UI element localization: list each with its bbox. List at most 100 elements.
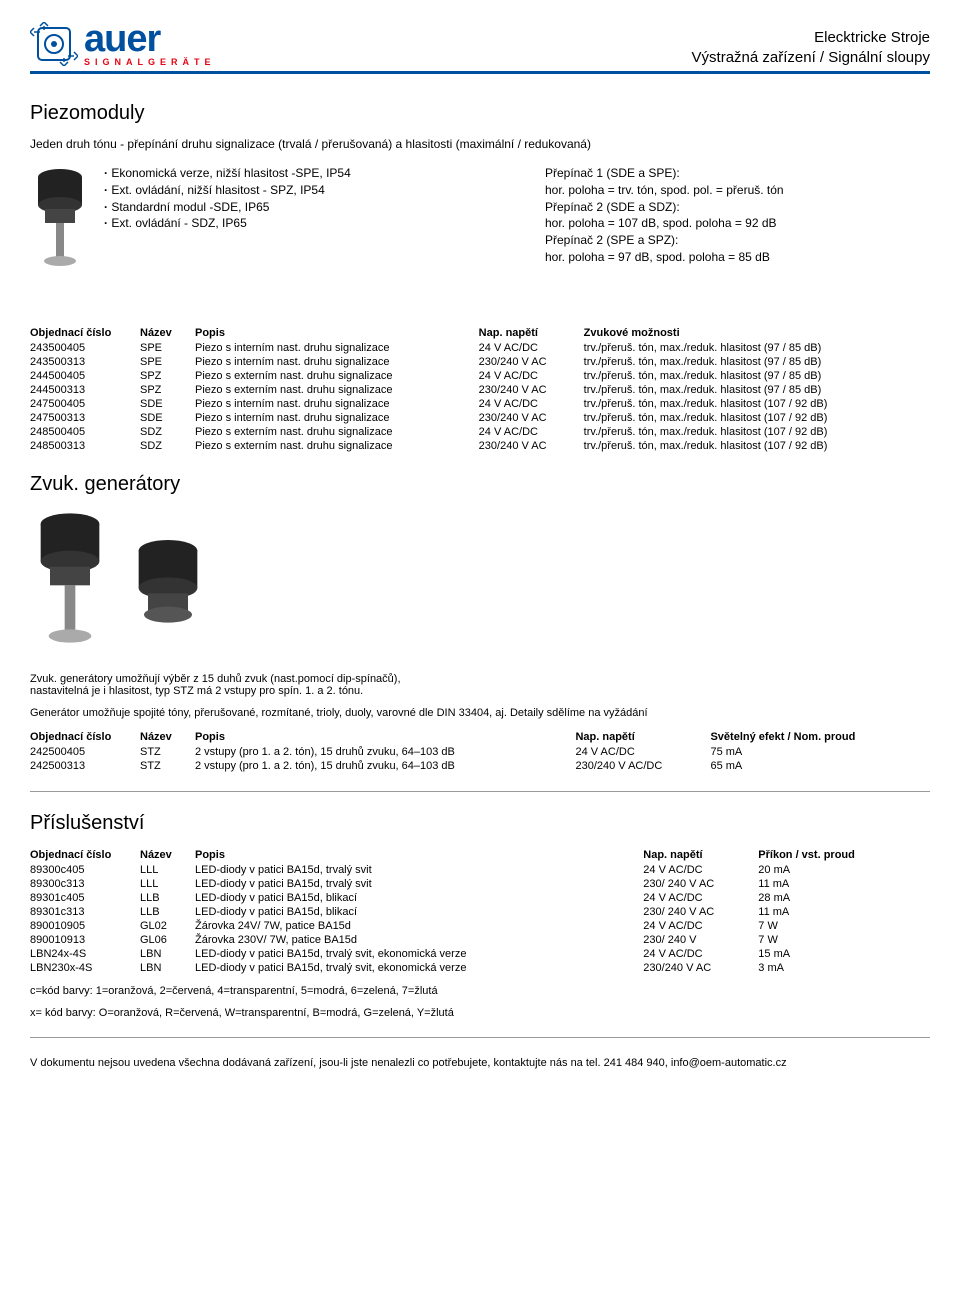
table-cell: Piezo s externím nast. druhu signalizace (195, 369, 479, 383)
table-cell: trv./přeruš. tón, max./reduk. hlasitost … (584, 355, 930, 369)
table-row: 89301c313LLBLED-diody v patici BA15d, bl… (30, 905, 930, 919)
table-cell: trv./přeruš. tón, max./reduk. hlasitost … (584, 411, 930, 425)
table-cell: LLB (140, 905, 195, 919)
table-cell: 230/240 V AC (479, 355, 584, 369)
table-cell: 11 mA (758, 905, 930, 919)
logo: auer SIGNALGERÄTE (30, 20, 216, 67)
table-cell: SDZ (140, 425, 195, 439)
table-row: 248500405SDZPiezo s externím nast. druhu… (30, 425, 930, 439)
switch-line: hor. poloha = 97 dB, spod. poloha = 85 d… (545, 249, 930, 266)
piezo-title: Piezomoduly (30, 102, 930, 125)
table-cell: SPZ (140, 383, 195, 397)
table-cell: 24 V AC/DC (575, 745, 710, 759)
table-row: 244500405SPZPiezo s externím nast. druhu… (30, 369, 930, 383)
table-cell: trv./přeruš. tón, max./reduk. hlasitost … (584, 383, 930, 397)
generators-table: Objednací čísloNázevPopisNap. napětíSvět… (30, 729, 930, 773)
table-row: 89300c313LLLLED-diody v patici BA15d, tr… (30, 877, 930, 891)
table-row: 247500405SDEPiezo s interním nast. druhu… (30, 397, 930, 411)
table-cell: Piezo s externím nast. druhu signalizace (195, 439, 479, 453)
table-cell: Piezo s interním nast. druhu signalizace (195, 397, 479, 411)
table-row: 89301c405LLBLED-diody v patici BA15d, bl… (30, 891, 930, 905)
logo-sub-text: SIGNALGERÄTE (84, 58, 216, 67)
table-cell: 244500405 (30, 369, 140, 383)
table-cell: LBN230x-4S (30, 961, 140, 975)
col-header: Světelný efekt / Nom. proud (710, 729, 930, 745)
piezo-switch-info: Přepínač 1 (SDE a SPE):hor. poloha = trv… (545, 165, 930, 275)
accessories-title: Příslušenství (30, 812, 930, 835)
col-header: Objednací číslo (30, 847, 140, 863)
col-header: Nap. napětí (575, 729, 710, 745)
col-header: Zvukové možnosti (584, 325, 930, 341)
header-line1: Elecktricke Stroje (692, 28, 930, 48)
table-cell: LED-diody v patici BA15d, trvalý svit, e… (195, 947, 643, 961)
table-cell: LED-diody v patici BA15d, trvalý svit, e… (195, 961, 643, 975)
table-cell: LLL (140, 877, 195, 891)
generators-intro: Zvuk. generátory umožňují výběr z 15 duh… (30, 673, 930, 697)
table-cell: 2 vstupy (pro 1. a 2. tón), 15 druhů zvu… (195, 759, 575, 773)
table-cell: 230/240 V AC (643, 961, 758, 975)
piezo-bullet: Ext. ovládání - SDZ, IP65 (104, 215, 351, 232)
table-cell: 230/240 V AC/DC (575, 759, 710, 773)
piezo-two-col: Ekonomická verze, nižší hlasitost -SPE, … (30, 165, 930, 275)
table-cell: Žárovka 24V/ 7W, patice BA15d (195, 919, 643, 933)
table-cell: 7 W (758, 933, 930, 947)
table-cell: Žárovka 230V/ 7W, patice BA15d (195, 933, 643, 947)
table-cell: trv./přeruš. tón, max./reduk. hlasitost … (584, 397, 930, 411)
table-row: LBN24x-4SLBNLED-diody v patici BA15d, tr… (30, 947, 930, 961)
table-cell: Piezo s externím nast. druhu signalizace (195, 383, 479, 397)
table-cell: LED-diody v patici BA15d, trvalý svit (195, 877, 643, 891)
switch-line: hor. poloha = trv. tón, spod. pol. = pře… (545, 182, 930, 199)
table-cell: trv./přeruš. tón, max./reduk. hlasitost … (584, 341, 930, 355)
generators-title: Zvuk. generátory (30, 473, 930, 496)
table-cell: 230/240 V AC (479, 439, 584, 453)
table-cell: 11 mA (758, 877, 930, 891)
table-cell: 24 V AC/DC (479, 425, 584, 439)
table-cell: 65 mA (710, 759, 930, 773)
table-cell: 247500313 (30, 411, 140, 425)
section-divider (30, 791, 930, 792)
table-cell: SDE (140, 397, 195, 411)
col-header: Příkon / vst. proud (758, 847, 930, 863)
table-cell: 2 vstupy (pro 1. a 2. tón), 15 druhů zvu… (195, 745, 575, 759)
table-cell: trv./přeruš. tón, max./reduk. hlasitost … (584, 369, 930, 383)
col-header: Popis (195, 325, 479, 341)
col-header: Nap. napětí (643, 847, 758, 863)
footer-text: V dokumentu nejsou uvedena všechna dodáv… (30, 1056, 930, 1071)
table-row: 242500405STZ2 vstupy (pro 1. a 2. tón), … (30, 745, 930, 759)
table-cell: 89300c405 (30, 863, 140, 877)
col-header: Popis (195, 847, 643, 863)
table-row: 242500313STZ2 vstupy (pro 1. a 2. tón), … (30, 759, 930, 773)
accessories-legend2: x= kód barvy: O=oranžová, R=červená, W=t… (30, 1007, 930, 1019)
table-cell: 24 V AC/DC (643, 947, 758, 961)
col-header: Název (140, 847, 195, 863)
table-cell: LLL (140, 863, 195, 877)
table-cell: SPZ (140, 369, 195, 383)
table-row: 248500313SDZPiezo s externím nast. druhu… (30, 439, 930, 453)
switch-line: Přepínač 2 (SDE a SDZ): (545, 199, 930, 216)
piezo-product-image (30, 165, 90, 275)
table-cell: LBN (140, 961, 195, 975)
piezo-bullet: Ekonomická verze, nižší hlasitost -SPE, … (104, 165, 351, 182)
generators-desc: Generátor umožňuje spojité tóny, přerušo… (30, 707, 930, 719)
col-header: Objednací číslo (30, 729, 140, 745)
table-cell: GL06 (140, 933, 195, 947)
col-header: Název (140, 729, 195, 745)
table-cell: SPE (140, 341, 195, 355)
generator-image-2 (128, 508, 208, 655)
table-cell: trv./přeruš. tón, max./reduk. hlasitost … (584, 439, 930, 453)
table-cell: 89300c313 (30, 877, 140, 891)
table-row: 243500405SPEPiezo s interním nast. druhu… (30, 341, 930, 355)
table-cell: 230/ 240 V (643, 933, 758, 947)
piezo-col-left: Ekonomická verze, nižší hlasitost -SPE, … (30, 165, 525, 275)
table-cell: 89301c405 (30, 891, 140, 905)
table-cell: Piezo s interním nast. druhu signalizace (195, 411, 479, 425)
header-line2: Výstražná zařízení / Signální sloupy (692, 48, 930, 68)
header-rule (30, 71, 930, 74)
table-cell: 89301c313 (30, 905, 140, 919)
table-cell: 247500405 (30, 397, 140, 411)
table-cell: 244500313 (30, 383, 140, 397)
table-cell: 7 W (758, 919, 930, 933)
table-cell: SPE (140, 355, 195, 369)
table-cell: 20 mA (758, 863, 930, 877)
logo-main-text: auer (84, 20, 216, 58)
